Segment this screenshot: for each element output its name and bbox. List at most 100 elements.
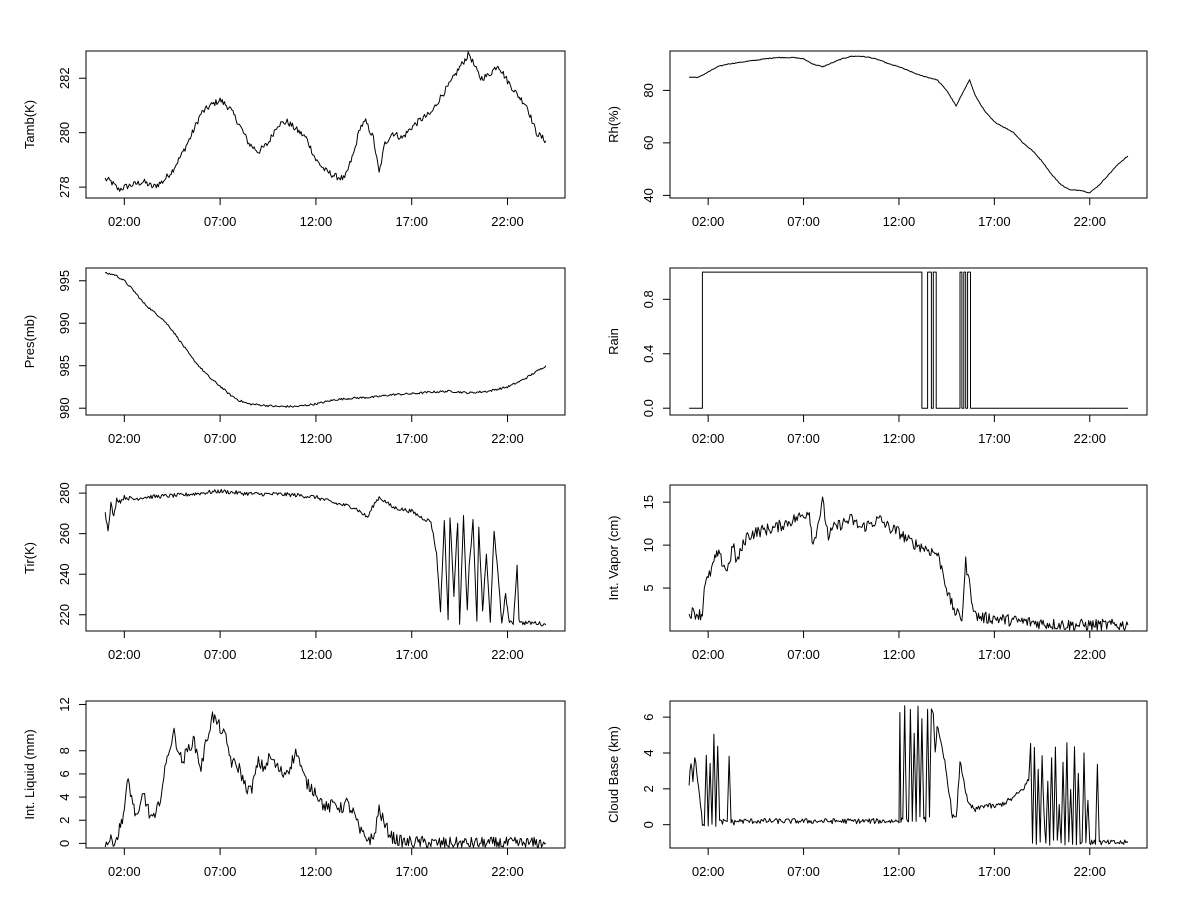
x-tick-label-vapor: 07:00 bbox=[787, 647, 820, 662]
x-tick-label-tamb: 22:00 bbox=[491, 214, 524, 229]
panel-rain: 02:00 07:00 12:00 17:00 22:00 0.0 0.4 0.8 Rain bbox=[606, 267, 1148, 446]
panel-liquid: 02:00 07:00 12:00 17:00 22:00 0 2 4 6 8 12 Int. Liq… bbox=[22, 697, 566, 879]
x-tick-label-liquid: 12:00 bbox=[300, 864, 333, 879]
x-tick-label-vapor: 12:00 bbox=[883, 647, 916, 662]
x-tick-label-tir: 17:00 bbox=[395, 647, 428, 662]
y-axis-label-liquid: Int. Liquid (mm) bbox=[22, 729, 37, 819]
plot-frame-pres bbox=[85, 267, 566, 416]
y-axis-label-rh: Rh(%) bbox=[606, 106, 621, 143]
y-tick-label-liquid: 6 bbox=[57, 770, 72, 777]
series-line-rh bbox=[688, 55, 1129, 194]
y-tick-label-cloudbase: 4 bbox=[641, 749, 656, 756]
x-tick-label-tamb: 02:00 bbox=[108, 214, 141, 229]
x-tick-label-tir: 02:00 bbox=[108, 647, 141, 662]
plot-frame-tir bbox=[85, 484, 566, 632]
x-tick-label-tamb: 07:00 bbox=[204, 214, 237, 229]
x-tick-label-pres: 22:00 bbox=[491, 431, 524, 446]
x-tick-label-pres: 17:00 bbox=[395, 431, 428, 446]
panel-vapor: 02:00 07:00 12:00 17:00 22:00 5 10 15 Int. Vapor… bbox=[606, 484, 1148, 662]
x-tick-label-vapor: 22:00 bbox=[1073, 647, 1106, 662]
y-tick-label-tir: 280 bbox=[57, 482, 72, 504]
plot-frame-rain bbox=[669, 267, 1148, 416]
panel-tir: 02:00 07:00 12:00 17:00 22:00 220 240 260 280 Tir… bbox=[22, 482, 566, 662]
plot-frame-vapor bbox=[669, 484, 1148, 632]
y-tick-label-rh: 80 bbox=[641, 83, 656, 97]
plot-frame-rh bbox=[669, 50, 1148, 199]
x-tick-label-tir: 12:00 bbox=[300, 647, 333, 662]
y-axis-label-vapor: Int. Vapor (cm) bbox=[606, 515, 621, 600]
panel-rh: 02:00 07:00 12:00 17:00 22:00 40 60 80 Rh(%) bbox=[606, 50, 1148, 229]
panel-cloudbase: 02:00 07:00 12:00 17:00 22:00 0 2 4 6 Cloud Base … bbox=[606, 700, 1148, 879]
series-line-pres bbox=[104, 271, 547, 408]
x-tick-label-pres: 12:00 bbox=[300, 431, 333, 446]
x-tick-label-rain: 22:00 bbox=[1073, 431, 1106, 446]
x-tick-label-liquid: 02:00 bbox=[108, 864, 141, 879]
y-tick-label-pres: 995 bbox=[57, 270, 72, 292]
y-tick-label-rain: 0.8 bbox=[641, 290, 656, 308]
y-axis-label-pres: Pres(mb) bbox=[22, 315, 37, 368]
x-tick-label-liquid: 07:00 bbox=[204, 864, 237, 879]
x-tick-label-rain: 02:00 bbox=[692, 431, 725, 446]
x-tick-label-cloudbase: 02:00 bbox=[692, 864, 725, 879]
series-line-vapor bbox=[688, 496, 1129, 631]
x-tick-label-rain: 07:00 bbox=[787, 431, 820, 446]
x-tick-label-pres: 07:00 bbox=[204, 431, 237, 446]
y-tick-label-vapor: 10 bbox=[641, 538, 656, 552]
x-tick-label-cloudbase: 17:00 bbox=[978, 864, 1011, 879]
x-tick-label-rh: 02:00 bbox=[692, 214, 725, 229]
x-tick-label-rh: 22:00 bbox=[1073, 214, 1106, 229]
y-tick-label-liquid: 12 bbox=[57, 697, 72, 711]
y-axis-label-cloudbase: Cloud Base (km) bbox=[606, 726, 621, 823]
x-tick-label-pres: 02:00 bbox=[108, 431, 141, 446]
y-tick-label-liquid: 2 bbox=[57, 817, 72, 824]
y-tick-label-pres: 980 bbox=[57, 397, 72, 419]
x-tick-label-rain: 17:00 bbox=[978, 431, 1011, 446]
x-tick-label-vapor: 17:00 bbox=[978, 647, 1011, 662]
panel-tamb: 02:00 07:00 12:00 17:00 22:00 278 280 282 Tamb(K… bbox=[22, 50, 566, 229]
y-tick-label-cloudbase: 2 bbox=[641, 785, 656, 792]
plot-frame-tamb bbox=[85, 50, 566, 199]
x-tick-label-liquid: 17:00 bbox=[395, 864, 428, 879]
x-tick-label-tir: 07:00 bbox=[204, 647, 237, 662]
y-axis-label-rain: Rain bbox=[606, 328, 621, 355]
x-tick-label-rain: 12:00 bbox=[883, 431, 916, 446]
x-tick-label-rh: 17:00 bbox=[978, 214, 1011, 229]
x-tick-label-liquid: 22:00 bbox=[491, 864, 524, 879]
plot-frame-liquid bbox=[85, 700, 566, 849]
series-line-rain bbox=[689, 271, 1128, 409]
y-tick-label-tamb: 282 bbox=[57, 67, 72, 89]
plot-frame-cloudbase bbox=[669, 700, 1148, 849]
y-axis-label-tir: Tir(K) bbox=[22, 542, 37, 574]
x-tick-label-cloudbase: 22:00 bbox=[1073, 864, 1106, 879]
y-tick-label-vapor: 15 bbox=[641, 495, 656, 509]
y-tick-label-tamb: 280 bbox=[57, 122, 72, 144]
series-line-tir bbox=[104, 488, 547, 627]
y-tick-label-tamb: 278 bbox=[57, 176, 72, 198]
y-tick-label-tir: 220 bbox=[57, 604, 72, 626]
y-tick-label-liquid: 4 bbox=[57, 793, 72, 800]
x-tick-label-rh: 07:00 bbox=[787, 214, 820, 229]
y-tick-label-rh: 40 bbox=[641, 188, 656, 202]
y-tick-label-tir: 260 bbox=[57, 523, 72, 545]
y-tick-label-liquid: 8 bbox=[57, 747, 72, 754]
series-line-tamb bbox=[104, 51, 547, 192]
y-tick-label-rh: 60 bbox=[641, 136, 656, 150]
x-tick-label-cloudbase: 12:00 bbox=[883, 864, 916, 879]
y-tick-label-tir: 240 bbox=[57, 563, 72, 585]
x-tick-label-tamb: 17:00 bbox=[395, 214, 428, 229]
y-tick-label-liquid: 0 bbox=[57, 840, 72, 847]
y-axis-label-tamb: Tamb(K) bbox=[22, 100, 37, 149]
y-tick-label-pres: 985 bbox=[57, 355, 72, 377]
x-tick-label-vapor: 02:00 bbox=[692, 647, 725, 662]
x-tick-label-cloudbase: 07:00 bbox=[787, 864, 820, 879]
x-tick-label-tamb: 12:00 bbox=[300, 214, 333, 229]
y-tick-label-cloudbase: 0 bbox=[641, 821, 656, 828]
y-tick-label-rain: 0.0 bbox=[641, 399, 656, 417]
panel-pres: 02:00 07:00 12:00 17:00 22:00 980 985 990 995 Pre… bbox=[22, 267, 566, 446]
x-tick-label-rh: 12:00 bbox=[883, 214, 916, 229]
x-tick-label-tir: 22:00 bbox=[491, 647, 524, 662]
y-tick-label-rain: 0.4 bbox=[641, 345, 656, 363]
series-line-cloudbase bbox=[688, 705, 1129, 846]
y-tick-label-cloudbase: 6 bbox=[641, 714, 656, 721]
